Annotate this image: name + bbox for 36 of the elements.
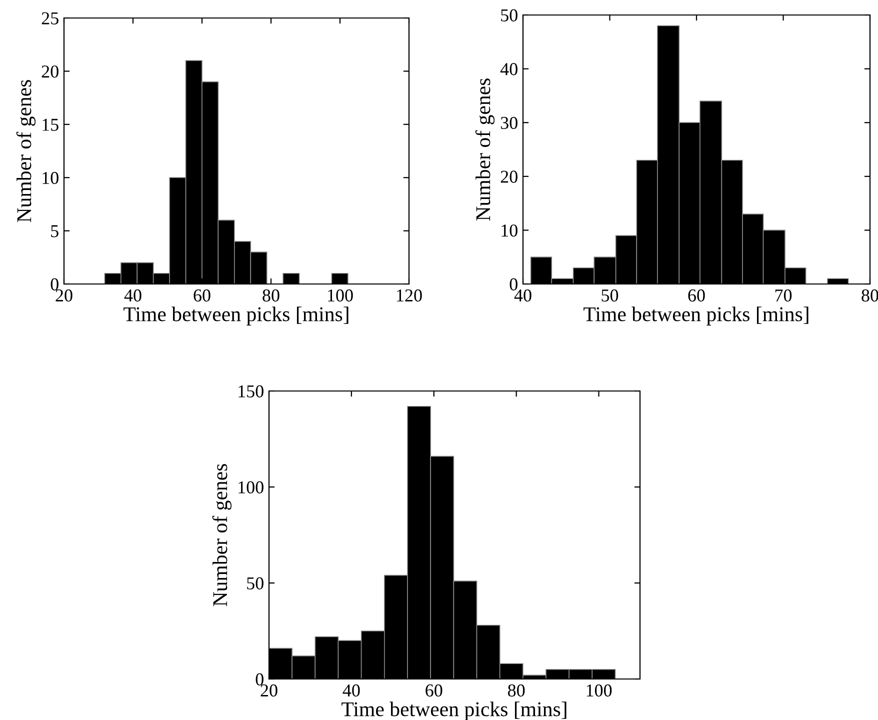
x-tick-label: 80 — [508, 684, 525, 697]
y-tick-label: 10 — [42, 172, 58, 184]
y-tick-label: 10 — [502, 224, 518, 237]
x-tick-label: 80 — [262, 289, 280, 302]
y-tick-label: 150 — [238, 385, 264, 398]
y-tick-label: 25 — [42, 12, 58, 24]
y-tick-label: 50 — [501, 9, 518, 22]
x-tick-label: 20 — [260, 684, 278, 697]
y-tick-label: 20 — [500, 170, 518, 183]
x-tick-label: 60 — [194, 289, 210, 302]
x-tick-label: 60 — [688, 289, 705, 302]
x-tick-label: 80 — [862, 289, 878, 302]
y-tick-label: 0 — [510, 278, 518, 290]
y-tick-label: 40 — [500, 63, 518, 76]
x-tick-label: 100 — [586, 684, 612, 697]
y-tick-label: 0 — [256, 673, 264, 686]
x-tick-label: 120 — [397, 289, 422, 302]
y-tick-label: 15 — [42, 118, 58, 131]
x-tick-label: 40 — [514, 289, 532, 302]
y-axis-title: Number of genes — [475, 78, 495, 221]
x-tick-label: 60 — [426, 684, 442, 697]
y-tick-label: 100 — [238, 481, 264, 494]
y-tick-label: 50 — [247, 577, 264, 590]
x-axis-title: Time between picks [mins] — [584, 306, 808, 326]
x-tick-label: 40 — [342, 684, 360, 697]
y-axis-title: Number of genes — [212, 464, 232, 606]
y-axis-title: Number of genes — [16, 80, 36, 222]
x-tick-label: 70 — [775, 289, 792, 302]
y-tick-label: 0 — [50, 278, 58, 290]
x-axis-title: Time between picks [mins] — [124, 306, 348, 326]
x-tick-label: 40 — [124, 289, 142, 302]
y-tick-label: 20 — [42, 65, 58, 78]
y-tick-label: 5 — [51, 225, 58, 238]
x-tick-label: 100 — [328, 289, 353, 302]
x-tick-label: 50 — [602, 289, 618, 302]
y-tick-label: 30 — [500, 116, 518, 130]
